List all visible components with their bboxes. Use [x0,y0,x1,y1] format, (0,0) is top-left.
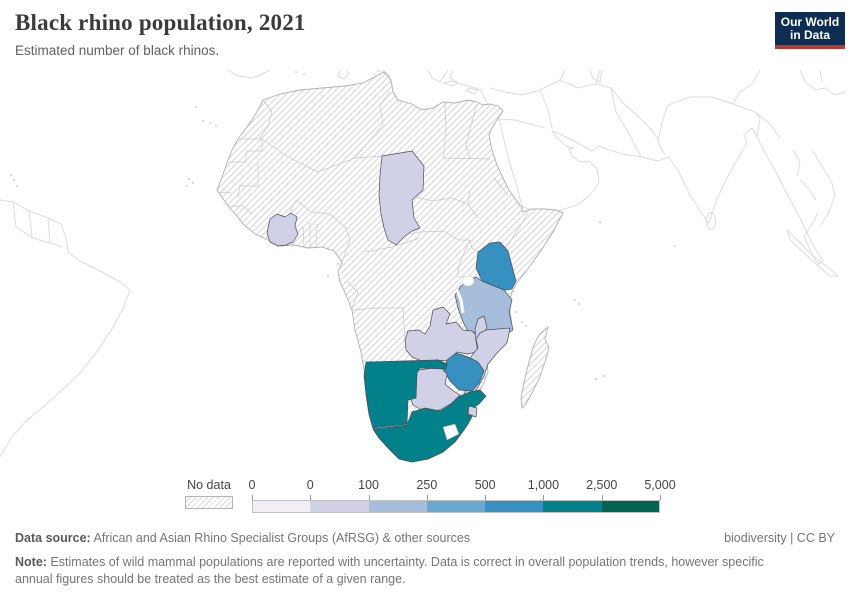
choropleth-countries [266,150,517,463]
legend-tick-label-5: 1,000 [527,478,560,492]
country-kenya[interactable] [475,241,517,291]
sri-lanka [706,212,716,230]
legend-tick-label-7: 5,000 [644,478,676,492]
legend-tick-labels: 0 0 100 250 500 1,000 2,500 5,000 [248,478,676,494]
legend-bin-2[interactable] [368,500,427,513]
country-lesotho[interactable] [442,423,460,441]
legend-bin-6[interactable] [601,500,660,513]
data-source-label: Data source: [15,531,91,545]
license-link[interactable]: biodiversity | CC BY [724,531,835,545]
legend-bin-3[interactable] [426,500,486,513]
country-namibia[interactable] [363,359,448,429]
page-title: Black rhino population, 2021 [15,10,306,35]
legend-tick-marks [252,495,661,500]
source-row: Data source: African and Asian Rhino Spe… [15,530,835,548]
other-continents-coastlines [0,69,846,458]
chart-footer: Data source: African and Asian Rhino Spe… [15,530,835,589]
legend-bin-4[interactable] [485,500,544,513]
chart-header: Black rhino population, 2021 Estimated n… [15,10,755,58]
note-row: Note: Estimates of wild mammal populatio… [15,554,797,589]
legend-tick-label-4: 500 [474,478,496,492]
legend-color-bins [252,500,660,513]
legend-tick-label-0: 0 [248,478,256,492]
country-cote-divoire[interactable] [266,212,299,247]
country-zimbabwe[interactable] [443,352,485,392]
legend-tick-label-6: 2,500 [586,478,618,492]
legend-no-data-label: No data [187,478,231,492]
owid-logo[interactable]: Our World in Data [775,12,845,49]
sumatra [786,229,840,277]
legend-bin-5[interactable] [543,500,602,513]
legend-colorbar: 0 0 100 250 500 1,000 2,500 5,000 [248,478,676,518]
legend-tick-label-3: 250 [416,478,438,492]
legend-bin-1[interactable] [310,500,369,513]
note-value: Estimates of wild mammal populations are… [15,554,764,587]
lake-victoria [461,275,475,287]
iran-gulf-coast [551,130,659,162]
india-coast [657,142,748,225]
chart-subtitle: Estimated number of black rhinos. [15,43,220,58]
legend-tick-label-1: 0 [306,478,314,492]
owid-logo-line2: in Data [789,27,830,42]
africa-internal-borders [217,91,529,341]
south-america-coast [0,199,131,458]
legend-no-data-swatch[interactable] [185,496,233,509]
legend-no-data[interactable]: No data [185,478,233,509]
country-chad[interactable] [378,150,425,246]
lake-tanganyika [455,289,465,314]
small-islands [9,70,677,381]
madagascar-no-data[interactable] [520,325,550,409]
legend-tick-label-2: 100 [358,478,379,492]
owid-logo-line1: Our World [780,14,840,29]
country-eswatini[interactable] [467,405,478,418]
legend-bin-0[interactable] [252,500,311,513]
iberia-coast [227,69,271,79]
map-legend: No data 0 0 100 250 500 1,000 2,500 5,000 [0,478,850,518]
note-label: Note: [15,554,47,569]
lakes [455,275,475,314]
se-asia-coast [759,142,824,265]
turkey-coast [449,69,484,96]
data-source-value[interactable]: African and Asian Rhino Specialist Group… [93,531,471,545]
